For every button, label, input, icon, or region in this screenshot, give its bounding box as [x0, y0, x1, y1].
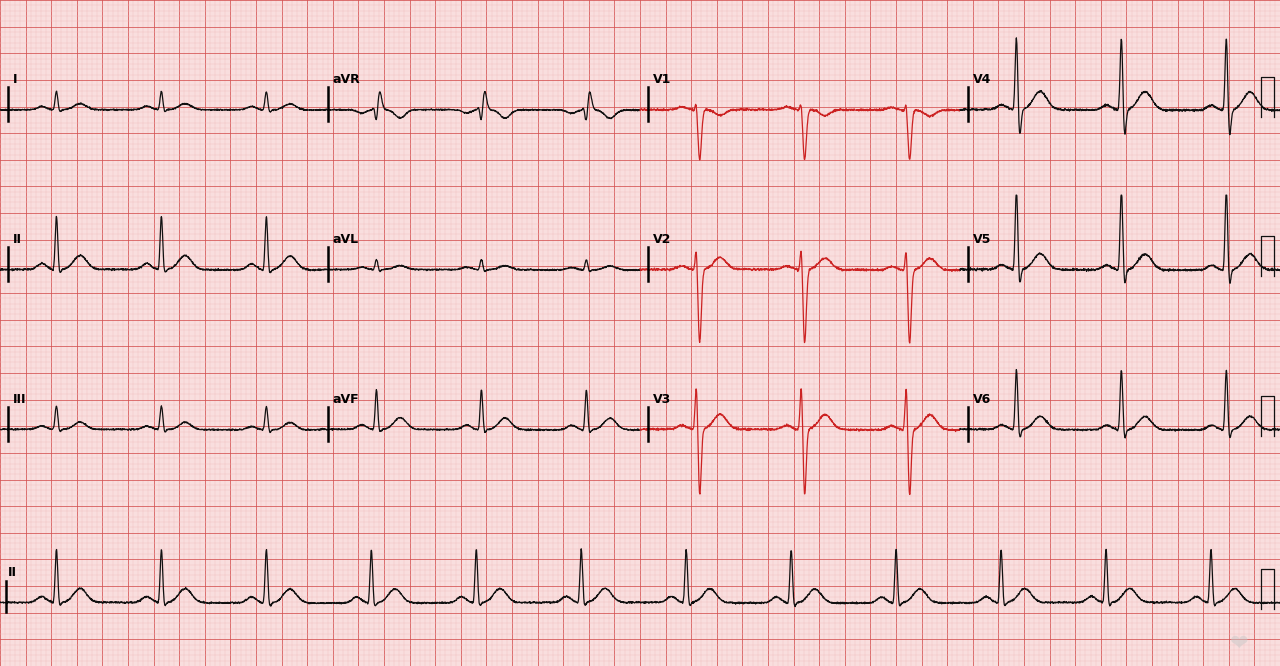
Text: I: I: [13, 73, 18, 86]
Text: ❤: ❤: [1229, 634, 1248, 654]
Text: aVF: aVF: [333, 393, 360, 406]
Text: V1: V1: [653, 73, 671, 86]
Text: V6: V6: [973, 393, 991, 406]
Text: II: II: [13, 233, 22, 246]
Text: V2: V2: [653, 233, 671, 246]
Text: V5: V5: [973, 233, 991, 246]
Text: V3: V3: [653, 393, 671, 406]
Text: II: II: [8, 566, 17, 579]
Text: V4: V4: [973, 73, 991, 86]
Text: aVR: aVR: [333, 73, 361, 86]
Text: aVL: aVL: [333, 233, 358, 246]
Text: III: III: [13, 393, 27, 406]
